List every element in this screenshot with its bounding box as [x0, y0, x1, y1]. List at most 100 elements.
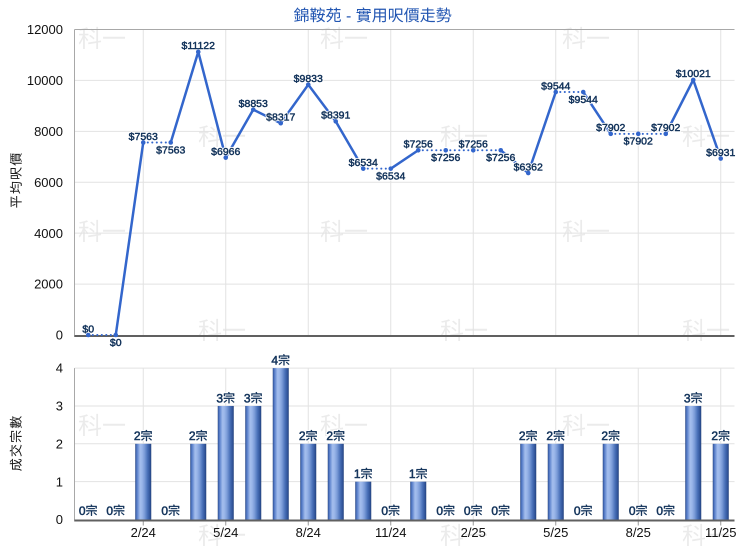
svg-text:1: 1 [354, 467, 361, 481]
svg-text:$6362: $6362 [514, 161, 543, 173]
svg-text:$9544: $9544 [541, 80, 570, 92]
svg-text:3: 3 [244, 391, 251, 405]
svg-text:1: 1 [354, 467, 361, 481]
svg-text:0: 0 [629, 504, 636, 518]
svg-text:2000: 2000 [34, 277, 63, 292]
svg-text:1: 1 [409, 467, 416, 481]
svg-text:$8391: $8391 [321, 110, 350, 122]
svg-text:$7563: $7563 [129, 131, 158, 143]
svg-text:4000: 4000 [34, 226, 63, 241]
svg-text:2: 2 [134, 429, 141, 443]
svg-text:$7256: $7256 [404, 139, 433, 151]
svg-text:1: 1 [409, 467, 416, 481]
svg-text:$7256: $7256 [431, 152, 460, 164]
svg-text:0: 0 [574, 504, 581, 518]
svg-text:3: 3 [244, 391, 251, 405]
svg-text:2: 2 [189, 429, 196, 443]
svg-text:$6534: $6534 [376, 171, 405, 183]
svg-text:2: 2 [711, 429, 718, 443]
svg-text:0: 0 [106, 504, 113, 518]
svg-text:0: 0 [629, 504, 636, 518]
svg-text:$8853: $8853 [239, 98, 268, 110]
svg-text:$8317: $8317 [266, 112, 295, 124]
svg-text:0: 0 [464, 504, 471, 518]
svg-text:0: 0 [436, 504, 443, 518]
svg-text:2/24: 2/24 [131, 525, 156, 540]
svg-text:0: 0 [574, 504, 581, 518]
svg-text:1: 1 [56, 474, 63, 489]
svg-text:$7563: $7563 [156, 144, 185, 156]
svg-text:3: 3 [56, 399, 63, 414]
svg-text:0: 0 [106, 504, 113, 518]
svg-text:0: 0 [436, 504, 443, 518]
svg-text:$6534: $6534 [376, 171, 405, 183]
svg-text:5/24: 5/24 [213, 525, 238, 540]
svg-text:2: 2 [519, 429, 526, 443]
svg-text:8/24: 8/24 [296, 525, 321, 540]
svg-text:3: 3 [216, 391, 223, 405]
svg-text:$7902: $7902 [651, 122, 680, 134]
svg-text:$8391: $8391 [321, 110, 350, 122]
svg-text:2: 2 [546, 429, 553, 443]
svg-text:2: 2 [711, 429, 718, 443]
svg-text:0: 0 [79, 504, 86, 518]
svg-text:$6931: $6931 [706, 147, 735, 159]
svg-text:0: 0 [56, 512, 63, 527]
svg-text:$7256: $7256 [459, 139, 488, 151]
svg-text:$8317: $8317 [266, 112, 295, 124]
svg-text:$7902: $7902 [624, 136, 653, 148]
svg-text:0: 0 [161, 504, 168, 518]
svg-text:$0: $0 [82, 323, 94, 335]
svg-text:$7902: $7902 [651, 122, 680, 134]
svg-text:$7256: $7256 [431, 152, 460, 164]
svg-text:0: 0 [491, 504, 498, 518]
svg-text:2: 2 [326, 429, 333, 443]
svg-text:4: 4 [56, 361, 63, 376]
svg-text:0: 0 [381, 504, 388, 518]
svg-text:$10021: $10021 [676, 68, 711, 80]
svg-text:-: - [346, 8, 351, 25]
svg-text:$9544: $9544 [569, 94, 598, 106]
svg-text:11/25: 11/25 [705, 525, 737, 540]
svg-text:0: 0 [656, 504, 663, 518]
svg-text:6000: 6000 [34, 175, 63, 190]
svg-text:4: 4 [271, 353, 278, 367]
svg-text:$7256: $7256 [459, 139, 488, 151]
svg-text:$6534: $6534 [349, 157, 378, 169]
svg-text:$7902: $7902 [596, 122, 625, 134]
svg-text:12000: 12000 [27, 22, 63, 37]
svg-text:$6931: $6931 [706, 147, 735, 159]
svg-text:2: 2 [299, 429, 306, 443]
svg-text:11/24: 11/24 [375, 525, 407, 540]
svg-text:10000: 10000 [27, 73, 63, 88]
svg-text:2/25: 2/25 [461, 525, 486, 540]
svg-text:$7256: $7256 [404, 139, 433, 151]
svg-text:$6966: $6966 [211, 146, 240, 158]
svg-text:$11122: $11122 [182, 40, 216, 52]
svg-text:$6534: $6534 [349, 157, 378, 169]
svg-text:0: 0 [656, 504, 663, 518]
svg-text:$0: $0 [82, 323, 94, 335]
svg-text:3: 3 [684, 391, 691, 405]
svg-text:3: 3 [684, 391, 691, 405]
svg-text:0: 0 [381, 504, 388, 518]
svg-text:2: 2 [189, 429, 196, 443]
svg-text:4: 4 [271, 353, 278, 367]
svg-text:0: 0 [56, 328, 63, 343]
svg-text:$9833: $9833 [294, 73, 323, 85]
svg-text:5/25: 5/25 [543, 525, 568, 540]
svg-text:0: 0 [161, 504, 168, 518]
svg-text:$7902: $7902 [624, 136, 653, 148]
svg-text:$6362: $6362 [514, 161, 543, 173]
svg-text:0: 0 [491, 504, 498, 518]
svg-text:$7563: $7563 [156, 144, 185, 156]
svg-text:2: 2 [601, 429, 608, 443]
svg-text:$7256: $7256 [486, 152, 515, 164]
svg-text:2: 2 [56, 436, 63, 451]
svg-text:0: 0 [464, 504, 471, 518]
svg-text:$10021: $10021 [676, 68, 711, 80]
svg-text:$7256: $7256 [486, 152, 515, 164]
svg-text:$9544: $9544 [541, 80, 570, 92]
svg-text:0: 0 [79, 504, 86, 518]
svg-text:2: 2 [601, 429, 608, 443]
